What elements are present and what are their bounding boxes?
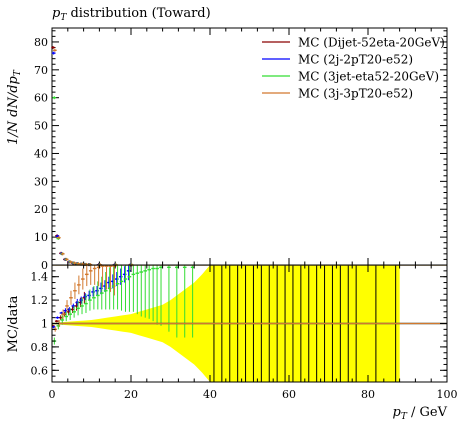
ratio-ytick-label: 0.8: [31, 341, 49, 354]
xlabel-rest: / GeV: [407, 405, 448, 420]
ratio-xtick-label: 40: [203, 388, 217, 401]
legend-label: MC (3j-3pT20-e52): [298, 87, 413, 101]
ratio-plot-panel: 0.6 0.8 1 1.2 1.4 0 20 40 60 80 100: [31, 264, 458, 401]
top-ytick-label: 80: [34, 36, 48, 49]
top-ytick-label: 0: [41, 259, 48, 272]
x-axis-label: pT / GeV: [393, 405, 448, 422]
top-ytick-label: 60: [34, 92, 48, 105]
top-ytick-label: 40: [34, 147, 48, 160]
legend-label: MC (Dijet-52eta-20GeV): [298, 36, 445, 50]
top-ytick-label: 30: [34, 175, 48, 188]
ratio-xtick-label: 20: [124, 388, 138, 401]
title-rest: distribution (Toward): [66, 6, 210, 21]
bottom-ylabel: MC/data: [6, 295, 21, 352]
xlabel-sub: T: [401, 412, 408, 422]
ratio-ytick-label: 1.2: [31, 294, 49, 307]
legend-label: MC (2j-2pT20-e52): [298, 53, 413, 67]
top-ylabel: 1/N dN/dpT: [6, 69, 23, 145]
ratio-xtick-label: 100: [437, 388, 458, 401]
top-ytick-label: 10: [34, 231, 48, 244]
ratio-ytick-label: 1.4: [31, 271, 49, 284]
ratio-ytick-label: 1: [41, 318, 48, 331]
title-p: p: [52, 6, 61, 21]
legend: MC (Dijet-52eta-20GeV) MC (2j-2pT20-e52) M…: [262, 36, 445, 101]
xlabel-p: p: [393, 405, 402, 420]
top-ytick-label: 20: [34, 203, 48, 216]
top-ytick-label: 70: [34, 64, 48, 77]
ratio-xtick-label: 80: [361, 388, 375, 401]
ratio-xtick-label: 60: [282, 388, 296, 401]
ratio-clipped: [52, 265, 447, 382]
top-ylabel-text: 1/N dN/dp: [6, 75, 21, 145]
legend-label: MC (3jet-eta52-20GeV): [298, 70, 439, 84]
top-ytick-label: 50: [34, 120, 48, 133]
chart-title: pT distribution (Toward): [52, 6, 211, 23]
ratio-ytick-label: 0.6: [31, 364, 49, 377]
top-ylabel-sub: T: [13, 69, 23, 76]
title-sub: T: [60, 13, 67, 23]
ratio-xtick-label: 0: [49, 388, 56, 401]
